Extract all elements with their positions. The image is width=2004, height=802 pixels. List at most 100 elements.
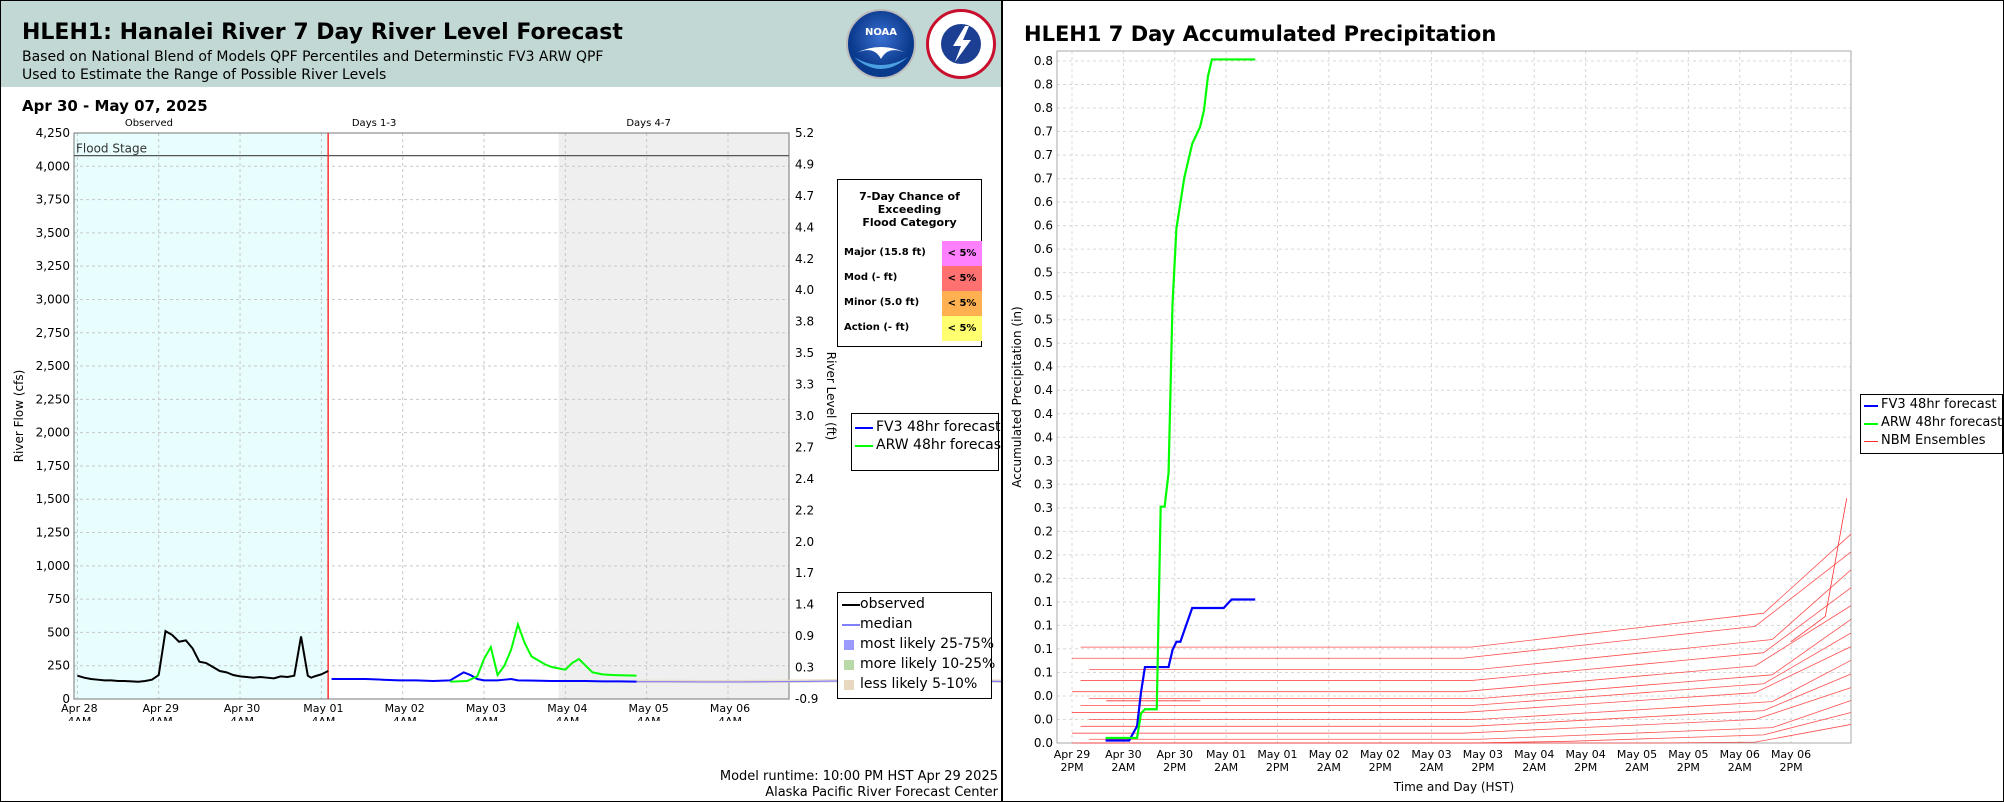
legend-swatch	[1864, 441, 1878, 442]
flood-row-percent: < 5%	[942, 241, 982, 266]
y2-axis-label: River Level (ft)	[824, 352, 838, 440]
legend-label: more likely 10-25%	[860, 656, 996, 672]
x-tick-label: 2PM	[1163, 761, 1186, 774]
flood-row-label: Minor (5.0 ft)	[844, 297, 920, 308]
y-tick-label: 0	[62, 692, 70, 706]
y-tick-label: 0.1	[1034, 595, 1053, 609]
x-tick-label: May 01	[1206, 748, 1246, 761]
y-tick-label: 3,000	[36, 292, 70, 306]
nbm-ensemble-member	[1072, 605, 1852, 693]
y-tick-label: 0.4	[1034, 360, 1053, 374]
fv3-series	[331, 671, 637, 683]
x-tick-label: Apr 30	[224, 702, 261, 715]
y-tick-label: 4,250	[36, 126, 70, 140]
y-tick-label: 750	[47, 592, 70, 606]
forecast-legend: FV3 48hr forecast ARW 48hr forecast	[851, 413, 1001, 471]
x-tick-label: May 02	[1360, 748, 1400, 761]
y-tick-label: 0.6	[1034, 219, 1053, 233]
x-tick-label: 4AM	[555, 715, 579, 721]
nbm-ensemble-member	[1072, 551, 1852, 659]
x-tick-label: 2AM	[1625, 761, 1649, 774]
legend-swatch	[1864, 423, 1878, 425]
x-tick-label: 2AM	[1214, 761, 1238, 774]
x-tick-label: 4AM	[718, 715, 742, 721]
nbm-ensemble-member	[1080, 587, 1852, 681]
legend-swatch	[844, 660, 854, 670]
y2-tick-label: 4.9	[795, 157, 814, 171]
legend-label: median	[860, 616, 913, 632]
y-tick-label: 0.2	[1034, 524, 1053, 538]
precip-title: HLEH1 7 Day Accumulated Precipitation	[1024, 22, 1497, 46]
x-tick-label: 2PM	[1369, 761, 1392, 774]
nbm-ensemble-member	[1089, 569, 1852, 670]
x-tick-label: 2AM	[1420, 761, 1444, 774]
y2-tick-label: 0.3	[795, 661, 814, 675]
flood-stage-label: Flood Stage	[76, 142, 147, 156]
flood-chance-title-3: Flood Category	[862, 216, 957, 229]
arw-series	[450, 621, 637, 683]
x-tick-label: 4AM	[393, 715, 417, 721]
x-tick-label: 4AM	[637, 715, 661, 721]
nws-lightning-icon	[941, 24, 981, 64]
x-tick-label: Apr 29	[1054, 748, 1091, 761]
y-tick-label: 2,000	[36, 426, 70, 440]
legend-swatch	[842, 604, 860, 606]
y-tick-label: 0.0	[1034, 736, 1053, 750]
y-axis-label: River Flow (cfs)	[12, 370, 26, 463]
model-runtime: Model runtime: 10:00 PM HST Apr 29 2025	[719, 769, 998, 784]
fv3-series	[1105, 598, 1256, 742]
y-tick-label: 0.1	[1034, 642, 1053, 656]
legend-label: most likely 25-75%	[860, 636, 995, 652]
noaa-logo-text: NOAA	[865, 27, 897, 38]
legend-label: ARW 48hr forecast	[1881, 415, 2003, 430]
y2-tick-label: 2.7	[795, 440, 814, 454]
y-tick-label: 0.8	[1034, 101, 1053, 115]
y-tick-label: 0.1	[1034, 618, 1053, 632]
period-label-days-4-7: Days 4-7	[626, 118, 670, 129]
flood-row-label: Major (15.8 ft)	[844, 247, 926, 258]
nbm-ensemble-member	[1080, 712, 1852, 744]
x-tick-label: Apr 30	[1156, 748, 1193, 761]
y2-tick-label: 3.8	[795, 315, 814, 329]
page-title: HLEH1: Hanalei River 7 Day River Level F…	[22, 20, 623, 45]
x-tick-label: May 03	[466, 702, 506, 715]
y-tick-label: 0.5	[1034, 313, 1053, 327]
y-tick-label: 0.2	[1034, 571, 1053, 585]
legend-swatch	[1864, 405, 1878, 407]
forecast-center: Alaska Pacific River Forecast Center	[765, 785, 998, 800]
y-tick-label: 3,750	[36, 193, 70, 207]
arw-series	[1105, 58, 1256, 740]
y-tick-label: 0.4	[1034, 383, 1053, 397]
x-tick-label: 2AM	[1111, 761, 1135, 774]
y-tick-label: 4,000	[36, 159, 70, 173]
y2-tick-label: 4.0	[795, 283, 814, 297]
header-banner: HLEH1: Hanalei River 7 Day River Level F…	[1, 1, 1001, 87]
y-tick-label: 0.3	[1034, 501, 1053, 515]
y2-tick-label: 5.2	[795, 126, 814, 140]
y-tick-label: 0.8	[1034, 78, 1053, 92]
legend-label: FV3 48hr forecast	[876, 419, 1001, 435]
x-tick-label: May 01	[303, 702, 343, 715]
nbm-ensemble-member	[1089, 659, 1852, 720]
nbm-ensemble-member	[1072, 646, 1852, 713]
y-axis-label: Accumulated Precipitation (in)	[1010, 306, 1024, 487]
y-tick-label: 3,500	[36, 226, 70, 240]
y-tick-label: 0.7	[1034, 172, 1053, 186]
y2-tick-label: 1.4	[795, 598, 814, 612]
period-label-days-1-3: Days 1-3	[352, 118, 396, 129]
flood-row-percent: < 5%	[942, 316, 982, 341]
x-tick-label: 2PM	[1677, 761, 1700, 774]
y2-tick-label: 3.3	[795, 378, 814, 392]
y-tick-label: 0.6	[1034, 242, 1053, 256]
x-tick-label: Apr 30	[1105, 748, 1142, 761]
x-tick-label: May 04	[1566, 748, 1606, 761]
y-tick-label: 0.7	[1034, 125, 1053, 139]
y2-tick-label: 3.0	[795, 409, 814, 423]
x-tick-label: May 06	[710, 702, 750, 715]
y-tick-label: 0.3	[1034, 454, 1053, 468]
x-tick-label: 2PM	[1471, 761, 1494, 774]
legend-label: FV3 48hr forecast	[1881, 397, 1997, 412]
subtitle-1: Based on National Blend of Models QPF Pe…	[22, 49, 604, 65]
legend-swatch	[842, 624, 860, 626]
band-legend: observed median most likely 25-75% more …	[837, 592, 996, 699]
